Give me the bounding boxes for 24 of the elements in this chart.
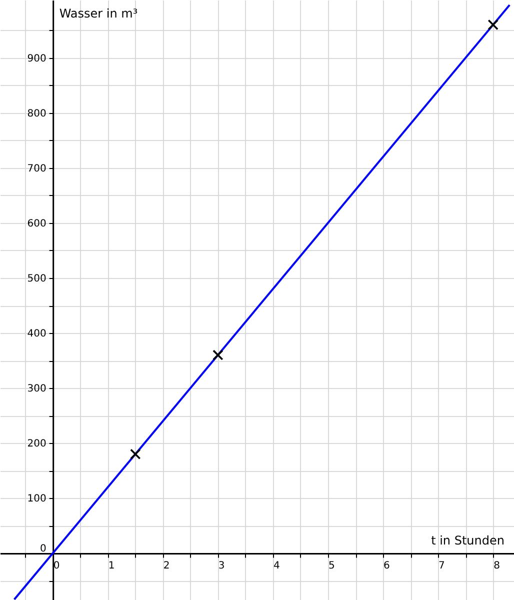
- y-tick-label: 900: [27, 53, 46, 64]
- y-tick-label: 300: [27, 384, 46, 395]
- point: [130, 448, 141, 460]
- point: [212, 350, 224, 360]
- y-tick-label: 100: [27, 494, 46, 505]
- y-tick-label: 200: [27, 438, 46, 450]
- point: [488, 19, 498, 30]
- y-tick-label: 500: [27, 273, 46, 284]
- x-axis-title: t in Stunden: [431, 534, 504, 548]
- x-tick-label: 3: [218, 560, 225, 572]
- y-tick-label: 400: [27, 328, 46, 340]
- y-axis-title: Wasser in m³: [59, 6, 138, 20]
- y-tick-label: 800: [27, 108, 46, 120]
- x-tick-label: 2: [163, 560, 170, 572]
- x-tick-label: 1: [108, 560, 115, 572]
- x-tick-label: 6: [384, 560, 390, 572]
- y-tick-label: 0: [40, 544, 46, 555]
- y-tick-label: 600: [27, 218, 46, 230]
- x-tick-label: 5: [328, 560, 335, 572]
- x-tick-label: 7: [438, 560, 445, 572]
- x-tick-label: 0: [53, 560, 60, 572]
- y-tick-label: 700: [27, 163, 46, 174]
- x-tick-label: 4: [273, 560, 280, 572]
- x-tick-label: 8: [494, 560, 500, 572]
